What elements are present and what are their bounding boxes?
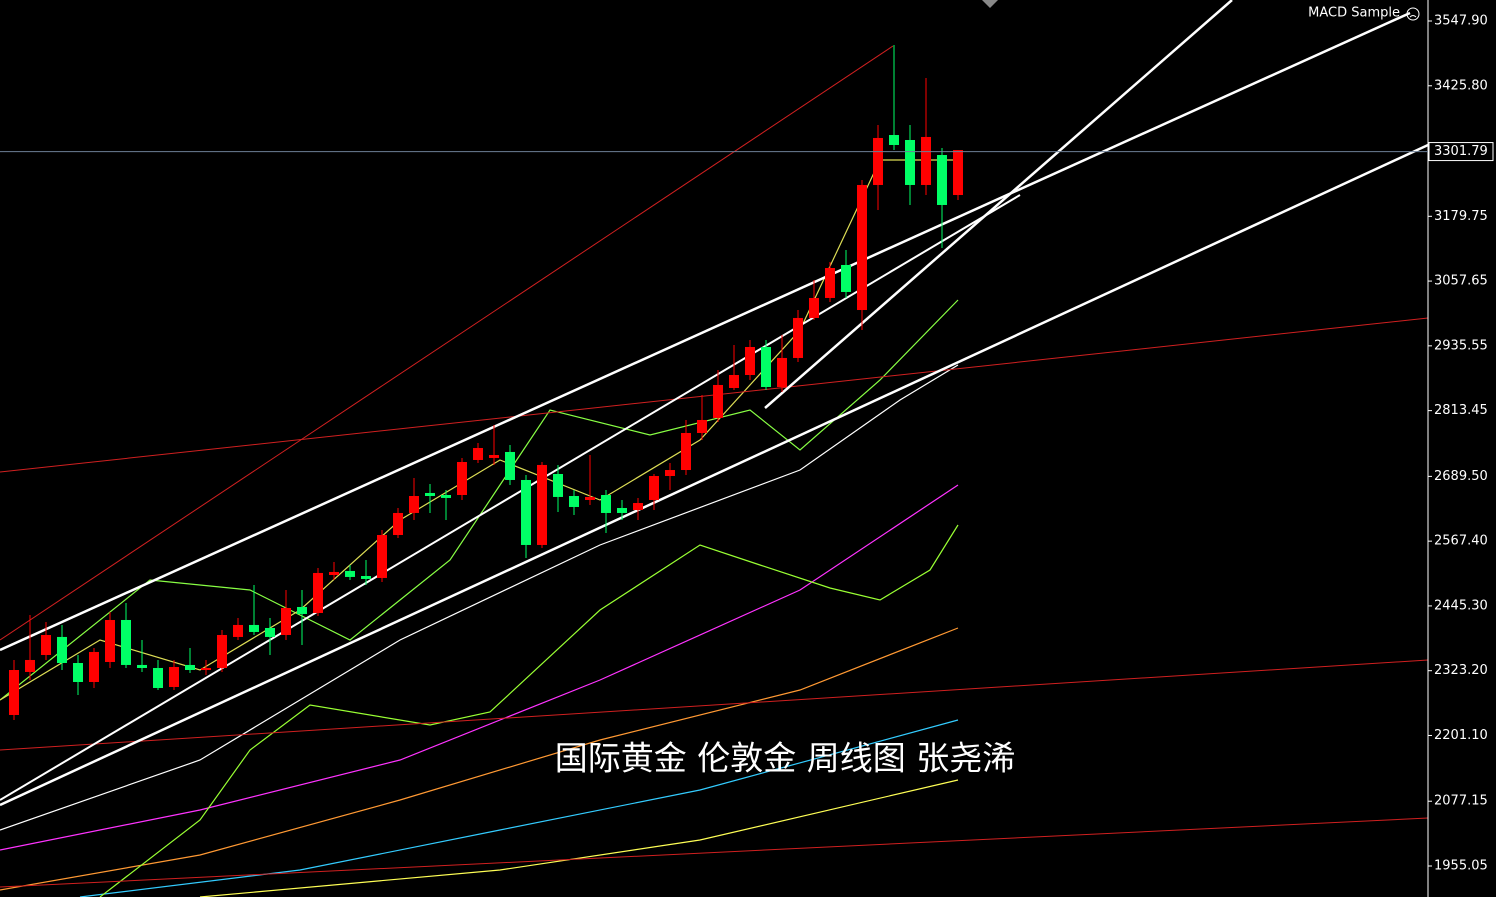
ma-line xyxy=(199,779,959,897)
candle-body xyxy=(89,651,99,682)
candle-body xyxy=(153,667,163,688)
candle-body xyxy=(777,357,787,387)
ma-line xyxy=(99,524,959,897)
candle-body xyxy=(361,576,371,579)
trend-line xyxy=(764,0,1233,409)
candle-body xyxy=(329,571,339,575)
y-tick-label: 2445.30 xyxy=(1434,598,1488,613)
y-tick-label: 2567.40 xyxy=(1434,534,1488,549)
candle-body xyxy=(457,462,467,495)
candle-body xyxy=(281,607,291,635)
candle-body xyxy=(233,624,243,637)
candle-body xyxy=(217,634,227,668)
y-tick-label: 2077.15 xyxy=(1434,794,1488,809)
candle-body xyxy=(665,470,675,477)
candle-body xyxy=(745,346,755,376)
indicator-label: MACD Sample xyxy=(1308,6,1400,21)
candle-body xyxy=(649,476,659,500)
ma-line xyxy=(0,484,959,851)
y-tick-label: 2935.55 xyxy=(1434,338,1488,353)
y-tick-label: 3179.75 xyxy=(1434,209,1488,224)
candle-body xyxy=(633,503,643,511)
candle-body xyxy=(121,619,131,665)
candle-body xyxy=(345,570,355,577)
candle-body xyxy=(713,384,723,418)
y-tick-label: 2689.50 xyxy=(1434,469,1488,484)
candle-body xyxy=(841,264,851,292)
candle-body xyxy=(617,507,627,513)
ma-line xyxy=(0,364,959,831)
candle-body xyxy=(825,268,835,298)
candle-body xyxy=(473,447,483,460)
candle-body xyxy=(553,473,563,497)
y-tick-label: 2813.45 xyxy=(1434,403,1488,418)
candle-body xyxy=(793,317,803,358)
candle-body xyxy=(489,454,499,458)
candle-body xyxy=(441,494,451,498)
candle-body xyxy=(937,155,947,205)
ma-line xyxy=(79,719,959,897)
candle-body xyxy=(905,139,915,185)
candle-body xyxy=(73,663,83,682)
candle-body xyxy=(185,664,195,671)
candle-body xyxy=(313,572,323,613)
current-price-box xyxy=(1428,142,1494,162)
candle-body xyxy=(857,184,867,311)
candles xyxy=(9,44,963,720)
candle-body xyxy=(729,375,739,388)
candle-body xyxy=(41,634,51,655)
trend-line xyxy=(0,11,1411,652)
candle-body xyxy=(201,667,211,671)
candle-body xyxy=(681,432,691,471)
candle-body xyxy=(137,664,147,668)
candle-body xyxy=(393,512,403,535)
y-tick-label: 1955.05 xyxy=(1434,858,1488,873)
candle-body xyxy=(169,666,179,687)
indicator-lines xyxy=(0,159,959,897)
ma-line xyxy=(0,299,959,701)
candle-body xyxy=(809,297,819,318)
y-tick-label: 2201.10 xyxy=(1434,728,1488,743)
candle-body xyxy=(921,136,931,185)
candle-body xyxy=(265,627,275,637)
candle-body xyxy=(505,451,515,480)
candle-body xyxy=(377,534,387,578)
shift-marker xyxy=(982,0,998,8)
trend-line xyxy=(0,817,1429,888)
trend-line xyxy=(0,143,1429,807)
y-tick-label: 3057.65 xyxy=(1434,274,1488,289)
candle-body xyxy=(873,137,883,185)
drawn-lines xyxy=(0,0,1429,888)
candle-body xyxy=(585,496,595,500)
candle-body xyxy=(569,496,579,507)
y-tick-label: 3547.90 xyxy=(1434,14,1488,29)
candle-body xyxy=(9,670,19,715)
candle-body xyxy=(761,346,771,387)
candle-body xyxy=(953,150,963,196)
candle-body xyxy=(297,606,307,614)
trend-line xyxy=(0,659,1429,751)
watermark: 国际黄金 伦敦金 周线图 张尧浠 xyxy=(555,739,1015,778)
candle-body xyxy=(249,624,259,632)
y-tick-label: 2323.20 xyxy=(1434,663,1488,678)
trend-line xyxy=(0,45,894,641)
candle-body xyxy=(521,479,531,545)
current-price-label: 3301.79 xyxy=(1434,144,1488,159)
ma-line xyxy=(0,627,959,891)
candle-body xyxy=(697,419,707,433)
smiley-icon xyxy=(1406,7,1420,21)
candle-body xyxy=(425,492,435,497)
y-tick-label: 3425.80 xyxy=(1434,78,1488,93)
candle-body xyxy=(889,135,899,145)
candle-body xyxy=(57,636,67,664)
candle-body xyxy=(25,659,35,672)
candle-body xyxy=(601,494,611,513)
trend-line xyxy=(0,194,1021,801)
candle-body xyxy=(105,619,115,662)
candle-body xyxy=(537,464,547,545)
candle-body xyxy=(409,496,419,513)
